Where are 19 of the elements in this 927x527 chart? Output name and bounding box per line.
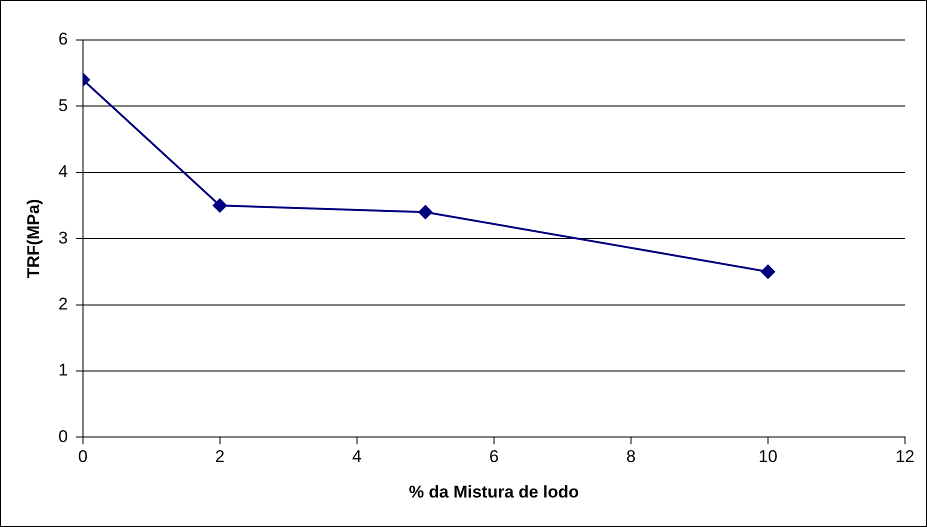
x-tick-label: 4: [352, 447, 362, 466]
x-tick-label: 8: [626, 447, 636, 466]
x-tick-label: 12: [896, 447, 914, 466]
y-tick-label: 5: [58, 96, 68, 115]
x-tick-label: 10: [758, 447, 778, 466]
point: [212, 198, 227, 212]
point: [760, 264, 775, 279]
x-axis-title: % da Mistura de lodo: [408, 482, 579, 502]
y-tick-label: 4: [58, 162, 68, 182]
y-tick-label: 1: [58, 360, 68, 380]
x-tick-label: 2: [215, 447, 225, 466]
y-tick-label: 2: [58, 294, 68, 314]
y-tick-label: 6: [58, 30, 68, 49]
y-tick-label: 0: [58, 426, 68, 446]
x-tick-label: 0: [78, 447, 88, 466]
y-tick-label: 3: [58, 228, 68, 248]
point: [418, 205, 432, 220]
x-tick-label: 6: [489, 447, 499, 466]
y-axis-title: TRF(MPa): [24, 198, 43, 278]
